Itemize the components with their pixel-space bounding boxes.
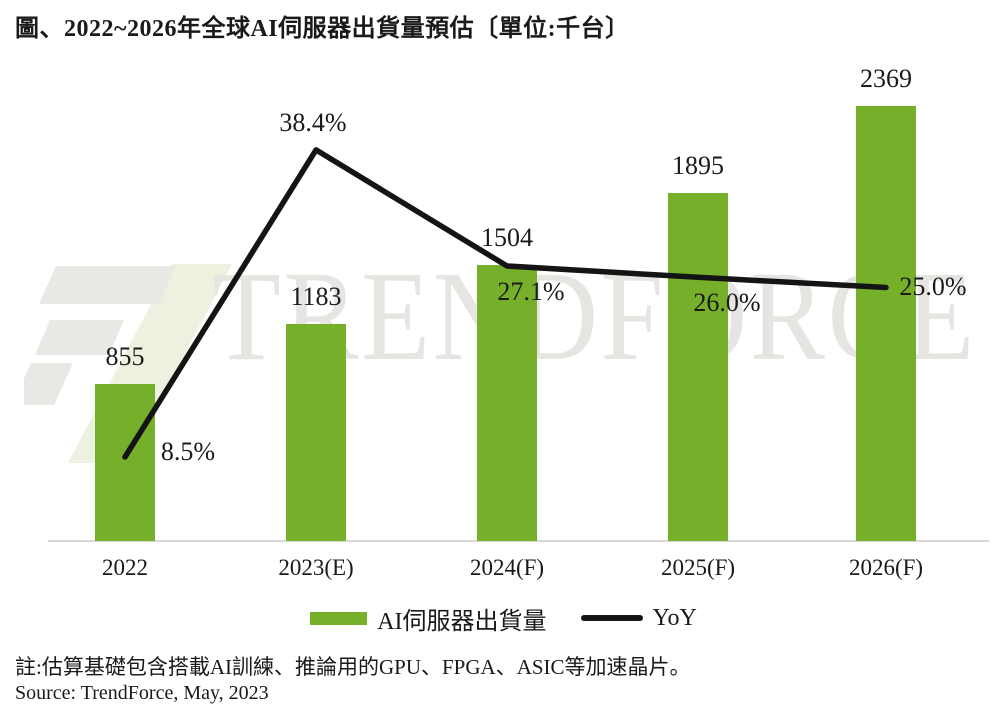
bar-value-label-2025(F): 1895 [672, 151, 724, 180]
bar-2023(E) [286, 324, 346, 541]
line-series-swatch-icon [580, 615, 643, 621]
line-series-legend-label: YoY [652, 604, 697, 631]
yoy-label-2026(F): 25.0% [899, 272, 967, 301]
bar-value-label-2022: 855 [105, 342, 145, 371]
x-axis-label-2022: 2022 [102, 555, 148, 580]
footnote: 註:估算基礎包含搭載AI訓練、推論用的GPU、FPGA、ASIC等加速晶片。 [15, 655, 691, 679]
yoy-label-2023(E): 38.4% [279, 108, 347, 137]
x-axis-line [48, 540, 989, 542]
yoy-label-2025(F): 26.0% [693, 288, 761, 317]
yoy-label-2022: 8.5% [160, 437, 216, 466]
bar-series-swatch-icon [310, 611, 368, 625]
chart-legend: AI伺服器出貨量 YoY [0, 601, 1007, 635]
bar-2022 [95, 384, 155, 541]
bar-value-label-2023(E): 1183 [290, 282, 342, 311]
x-axis-label-2023(E): 2023(E) [278, 555, 354, 580]
chart-title: 圖、2022~2026年全球AI伺服器出貨量預估〔單位:千台〕 [15, 16, 630, 42]
source-text: Source: TrendForce, May, 2023 [15, 682, 269, 704]
bar-2026(F) [856, 106, 916, 541]
yoy-label-2024(F): 27.1% [497, 277, 565, 306]
bar-series-legend-label: AI伺服器出貨量 [377, 608, 547, 635]
x-axis-label-2024(F): 2024(F) [469, 555, 545, 580]
bar-value-label-2026(F): 2369 [860, 64, 912, 93]
x-axis-label-2025(F): 2025(F) [660, 555, 736, 580]
x-axis-label-2026(F): 2026(F) [848, 555, 924, 580]
bar-value-label-2024(F): 1504 [481, 223, 533, 252]
bar-2025(F) [668, 193, 728, 541]
